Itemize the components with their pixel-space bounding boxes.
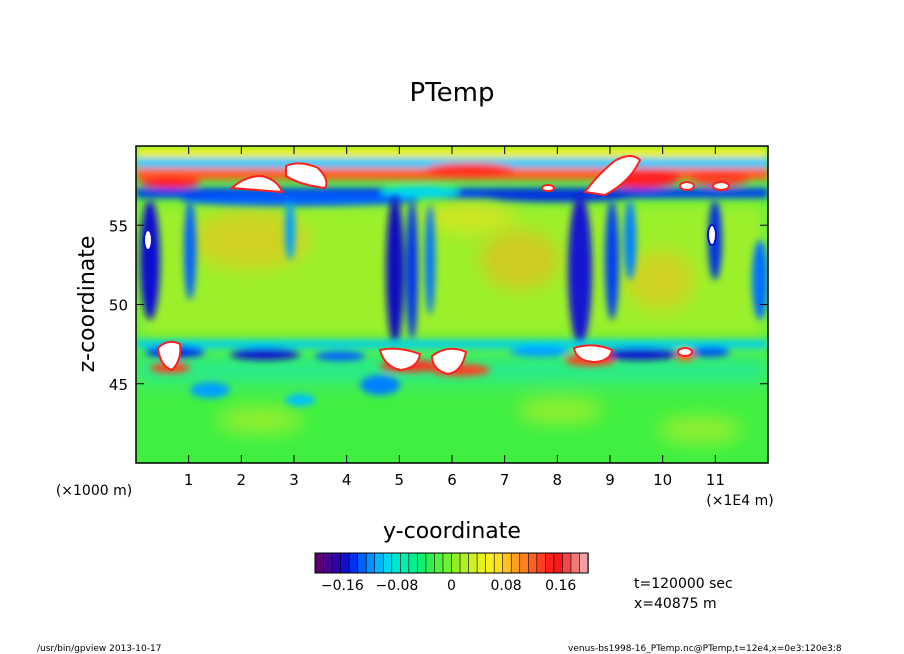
x-tick-label: 10 (653, 471, 672, 489)
colorbar-swatch (357, 552, 367, 574)
colorbar-swatch (527, 552, 538, 574)
colorbar-swatch (382, 552, 393, 574)
y-tick-label: 50 (109, 297, 128, 315)
footer-left: /usr/bin/gpview 2013-10-17 (37, 644, 162, 654)
colorbar-swatch (417, 552, 427, 574)
x-tick-label: 3 (289, 471, 299, 489)
colorbar-swatch (545, 552, 555, 574)
colorbar-swatch (485, 552, 495, 574)
colorbar-swatch (374, 552, 384, 574)
colorbar-swatch (570, 552, 581, 574)
y-axis: 45 50 55 (109, 217, 768, 394)
colorbar-tick-label: 0 (447, 578, 456, 594)
colorbar-swatch (434, 552, 444, 574)
colorbar-swatch (314, 552, 325, 574)
x-tick-label: 11 (706, 471, 725, 489)
colorbar-swatch (493, 552, 504, 574)
colorbar-swatch (519, 552, 529, 574)
y-tick-label: 55 (109, 217, 128, 235)
x-tick-label: 7 (500, 471, 510, 489)
colorbar-swatch (442, 552, 453, 574)
colorbar-swatch (365, 552, 376, 574)
x-tick-label: 1 (184, 471, 194, 489)
x-axis-unit: (×1E4 m) (706, 493, 773, 509)
x-axis: 1 2 3 4 5 6 7 8 9 10 11 (184, 146, 725, 489)
x-tick-label: 9 (605, 471, 615, 489)
colorbar-tick-label: −0.08 (375, 578, 418, 594)
position-annotation: x=40875 m (634, 596, 717, 612)
y-tick-label: 45 (109, 376, 128, 394)
colorbar-tick-label: 0.16 (545, 578, 576, 594)
chart-title: PTemp (410, 78, 495, 108)
colorbar-swatch (331, 552, 342, 574)
x-tick-label: 4 (342, 471, 352, 489)
colorbar-swatch (476, 552, 487, 574)
colorbar-swatch (553, 552, 564, 574)
colorbar-swatch (400, 552, 410, 574)
y-axis-label: z-coordinate (75, 236, 100, 373)
x-tick-label: 5 (395, 471, 405, 489)
colorbar-swatch (451, 552, 461, 574)
colorbar-swatch (425, 552, 436, 574)
colorbar-tick-label: 0.08 (491, 578, 522, 594)
colorbar-swatch (510, 552, 521, 574)
footer-right: venus-bs1998-16_PTemp.nc@PTemp,t=12e4,x=… (568, 644, 842, 654)
colorbar-ticks: −0.16 −0.08 0 0.08 0.16 (321, 578, 577, 594)
colorbar-frame (314, 552, 589, 574)
time-annotation: t=120000 sec (634, 576, 733, 592)
colorbar-swatch (459, 552, 470, 574)
x-tick-label: 8 (553, 471, 563, 489)
x-tick-label: 2 (237, 471, 247, 489)
colorbar (314, 552, 589, 574)
x-tick-label: 6 (447, 471, 457, 489)
colorbar-swatch (468, 552, 478, 574)
colorbar-swatch (408, 552, 419, 574)
colorbar-swatch (340, 552, 350, 574)
y-axis-unit: (×1000 m) (56, 483, 132, 499)
colorbar-swatch (562, 552, 572, 574)
colorbar-tick-label: −0.16 (321, 578, 364, 594)
colorbar-swatch (536, 552, 547, 574)
colorbar-swatch (579, 552, 589, 574)
colorbar-swatch (502, 552, 512, 574)
colorbar-swatch (348, 552, 359, 574)
saturated-patches (143, 155, 730, 376)
colorbar-swatch (323, 552, 333, 574)
heatmap-field (136, 146, 768, 463)
colorbar-swatch (391, 552, 402, 574)
x-axis-label: y-coordinate (383, 519, 521, 544)
